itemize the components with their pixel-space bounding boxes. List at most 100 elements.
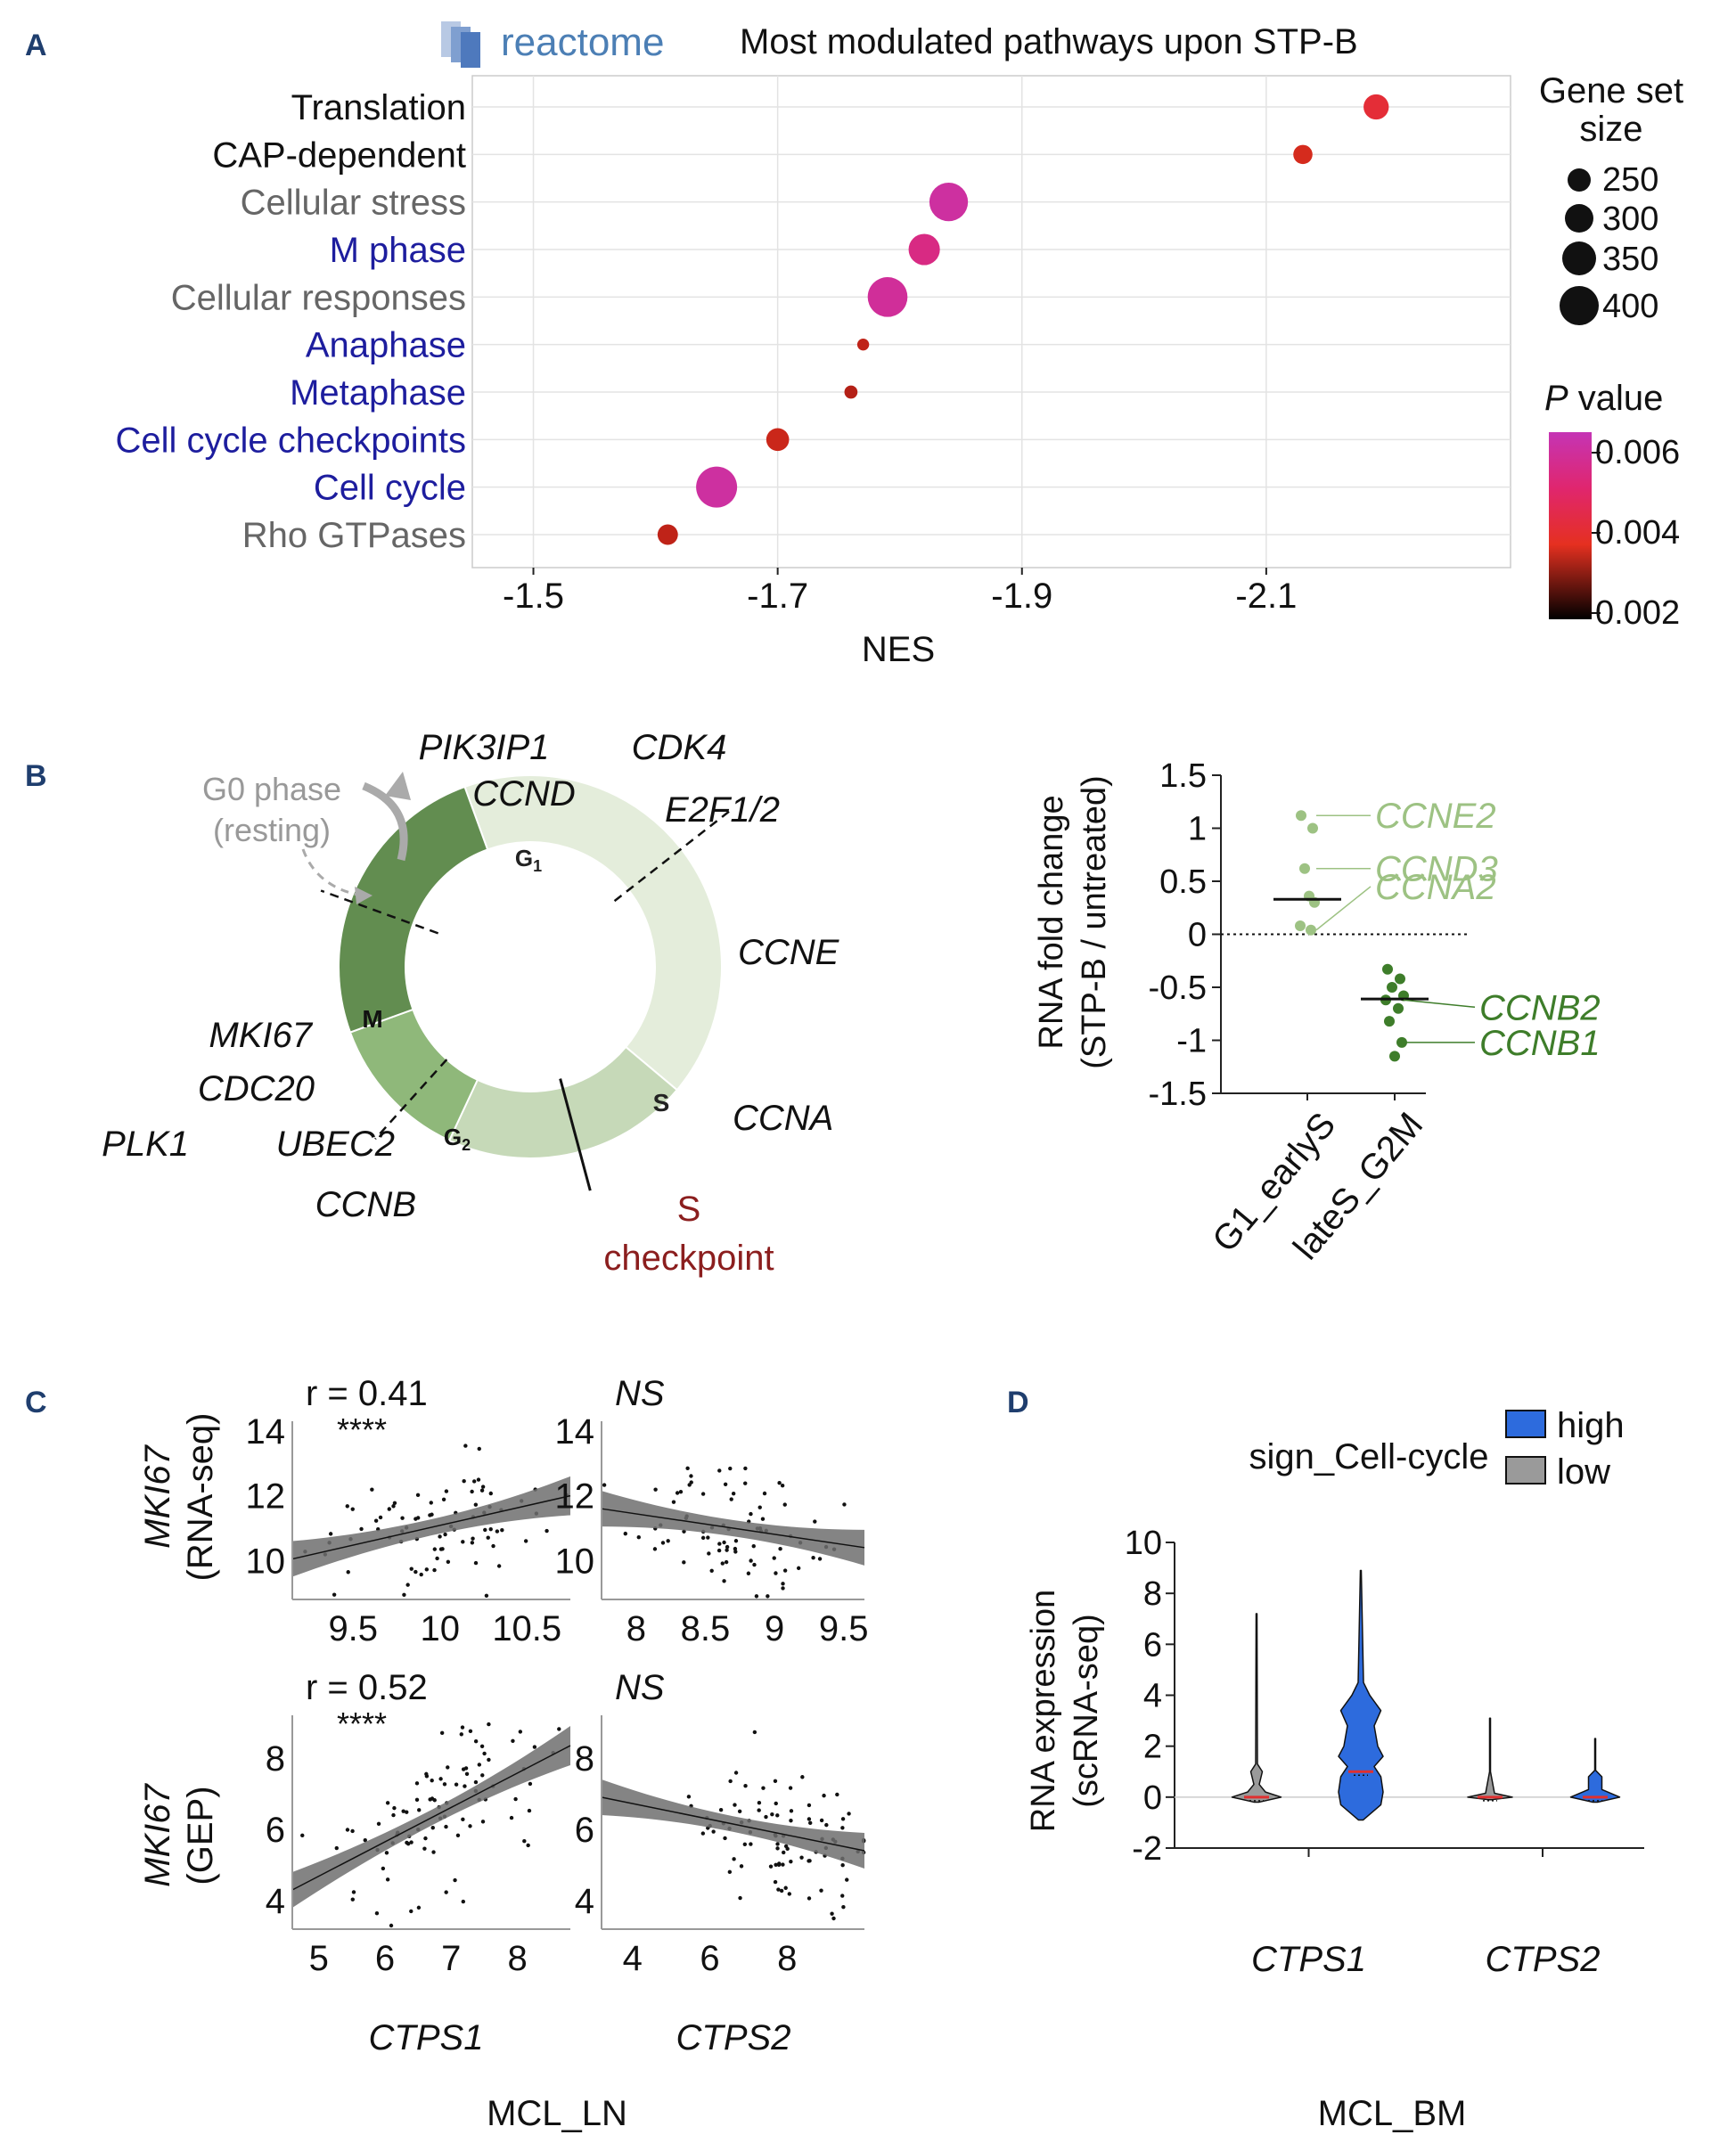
scatter-point [749, 1511, 753, 1517]
scatter-point [486, 1535, 490, 1540]
panel-a-points [657, 94, 1389, 545]
scatter-point [416, 1905, 422, 1910]
scatter-point [831, 1916, 836, 1921]
scatter-point [682, 1560, 686, 1565]
scatter-point [346, 1570, 350, 1575]
scatter-point [671, 1500, 676, 1504]
scatter-point [334, 1845, 339, 1851]
scatter-point [807, 1859, 811, 1863]
pathway-point [766, 428, 790, 452]
scatter-point [477, 1763, 482, 1767]
a-x-tick-label: -1.7 [747, 577, 808, 616]
scatter-rnaseq-ctps2: 10 12 14 8 8.5 9 9.5 NS [555, 1374, 869, 1648]
a-x-tick-label: -1.5 [503, 577, 564, 616]
legend-high-label: high [1557, 1406, 1625, 1445]
scatter-point [473, 1560, 479, 1566]
panel-letter-c: C [25, 1386, 47, 1419]
size-legend-label: 400 [1602, 288, 1658, 325]
scatter-x-tick-label: 8.5 [681, 1609, 731, 1648]
scatter-point [528, 1781, 533, 1787]
c-ylabel-top-gene: MKI67 [138, 1444, 177, 1548]
g0-exit-arrow [362, 781, 408, 862]
scatter-point [686, 1795, 692, 1799]
scatter-point [725, 1548, 729, 1552]
scatter-point [764, 1814, 768, 1820]
phase-g2-label: G2 [444, 1124, 471, 1154]
scatter-point [345, 1504, 349, 1509]
scatter-point [788, 1786, 793, 1790]
size-legend: 250 300 350 400 [1560, 161, 1658, 325]
scatter-point [468, 1729, 473, 1734]
scatter-x-tick-label: 7 [441, 1939, 461, 1978]
scatter-point [706, 1535, 710, 1540]
scatter-point [453, 1877, 457, 1883]
pathway-point [867, 277, 908, 317]
scatter-point [473, 1739, 479, 1744]
scatter-point [419, 1572, 423, 1577]
violin-body [1338, 1569, 1384, 1821]
size-legend-dot-400 [1560, 286, 1599, 325]
scatter-point [405, 1583, 410, 1587]
scatter-point [424, 1774, 430, 1779]
c-ylabel-bottom-gene: MKI67 [138, 1782, 177, 1886]
scatter-point [378, 1515, 383, 1520]
fold-change-y-tick-label: 1 [1188, 811, 1207, 848]
scatter-point [381, 1866, 386, 1871]
pathway-label: Cellular stress [241, 184, 466, 223]
ring-divider-dashed [374, 1059, 448, 1141]
scatter-y-tick-label: 8 [266, 1739, 285, 1779]
scatter-point [723, 1836, 727, 1841]
violin-body [1231, 1613, 1282, 1804]
fold-change-point [1395, 973, 1405, 985]
scatter-point [391, 1812, 396, 1818]
scatter-point [781, 1582, 785, 1586]
pathway-label: CAP-dependent [212, 135, 466, 175]
scatter-y-tick-label: 12 [555, 1477, 595, 1517]
scatter-point [817, 1557, 823, 1561]
gene-annotation-label: CCNB1 [1479, 1024, 1601, 1063]
gene-ccnd: CCND [472, 774, 576, 814]
scatter-point [807, 1803, 812, 1808]
scatter-point [444, 1824, 448, 1829]
scatter-point [470, 1489, 474, 1494]
scatter-point [743, 1784, 748, 1788]
scatter-point [807, 1896, 812, 1901]
scatter-point [636, 1535, 641, 1540]
pathway-label: Cell cycle checkpoints [116, 421, 467, 460]
gene-ccna: CCNA [733, 1099, 833, 1138]
scatter-point [717, 1548, 722, 1553]
scatter-point [796, 1566, 801, 1571]
scatter-point [841, 1904, 846, 1910]
violin-ctps2-low [1467, 1717, 1513, 1802]
g0-entry-arrow [301, 848, 362, 897]
scatter-point [385, 1877, 390, 1882]
scatter-point [429, 1501, 433, 1505]
scatter-point [739, 1864, 744, 1869]
scatter-point [545, 1528, 549, 1534]
gene-pik3ip1: PIK3IP1 [419, 728, 550, 767]
a-x-tick-label: -1.9 [991, 577, 1052, 616]
violin-y-tick-label: -2 [1132, 1830, 1162, 1868]
scatter-point [718, 1807, 724, 1812]
regression-line [291, 1494, 571, 1560]
scatter-x-tick-label: 4 [623, 1939, 643, 1978]
scatter-point [623, 1531, 627, 1536]
scatter-point [332, 1592, 337, 1597]
scatter-point [778, 1547, 782, 1551]
scatter-point [733, 1550, 738, 1554]
size-legend-title-2: size [1579, 110, 1642, 149]
colorbar-label: 0.004 [1595, 514, 1680, 552]
scatter-point [722, 1579, 726, 1583]
scatter-point [557, 1727, 561, 1731]
scatter-point [402, 1592, 406, 1597]
scatter-point [760, 1517, 766, 1521]
colorbar-label: 0.002 [1595, 594, 1680, 632]
fold-change-point [1295, 920, 1306, 931]
scatter-point [461, 1817, 465, 1822]
scatter-point [491, 1543, 495, 1549]
scatter-point [454, 1782, 459, 1787]
scatter-point [780, 1484, 785, 1488]
scatter-point [789, 1809, 794, 1813]
